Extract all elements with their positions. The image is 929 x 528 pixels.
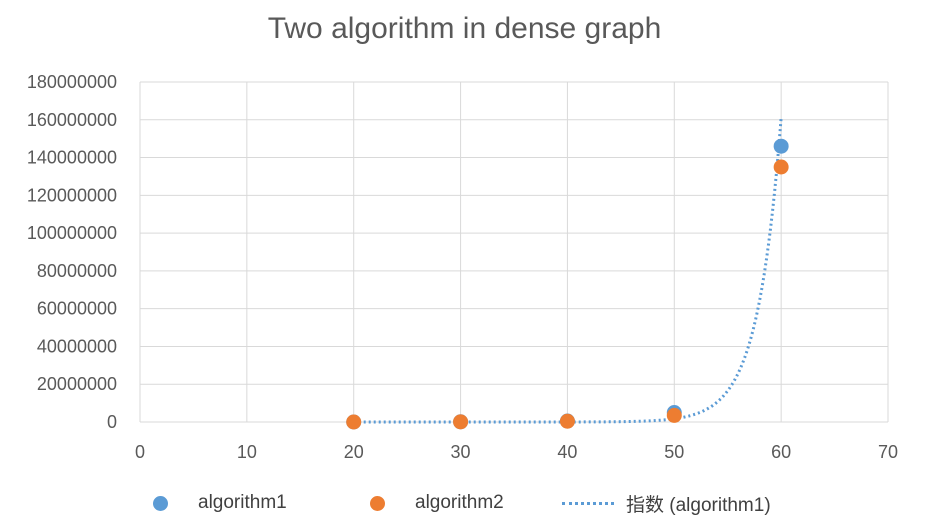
point-algorithm1 (773, 138, 789, 154)
point-algorithm2 (346, 414, 362, 430)
x-tick-label: 10 (237, 442, 257, 462)
x-tick-label: 20 (344, 442, 364, 462)
x-tick-label: 50 (664, 442, 684, 462)
chart-title: Two algorithm in dense graph (267, 12, 662, 45)
legend-label-algorithm2: algorithm2 (415, 492, 504, 513)
legend-marker-trendline (562, 501, 614, 505)
y-tick-label: 40000000 (37, 336, 117, 356)
legend-label-trendline: 指数 (algorithm1) (626, 494, 771, 516)
legend-item-algorithm1: algorithm1 (153, 488, 287, 518)
y-tick-labels: 0 20000000 40000000 60000000 80000000 1000000… (27, 72, 117, 432)
data-points (346, 138, 789, 430)
x-tick-label: 60 (771, 442, 791, 462)
point-algorithm2 (773, 159, 789, 175)
y-tick-label: 0 (107, 412, 117, 432)
legend-label-algorithm1: algorithm1 (198, 492, 287, 513)
x-tick-label: 40 (557, 442, 577, 462)
y-tick-label: 60000000 (37, 299, 117, 319)
y-tick-label: 20000000 (37, 374, 117, 394)
legend-item-algorithm2: algorithm2 (370, 488, 504, 518)
point-algorithm2 (453, 414, 469, 430)
legend-marker-algorithm2 (370, 495, 385, 511)
point-algorithm2 (559, 413, 575, 429)
y-tick-label: 140000000 (27, 148, 117, 168)
gridlines (139, 81, 889, 423)
trendline-group (353, 117, 783, 424)
y-tick-label: 120000000 (27, 185, 117, 205)
trendline (353, 117, 783, 424)
legend-marker-algorithm1 (153, 495, 168, 511)
x-tick-label: 70 (878, 442, 898, 462)
x-tick-label: 30 (451, 442, 471, 462)
y-tick-label: 160000000 (27, 110, 117, 130)
x-tick-label: 0 (135, 442, 145, 462)
legend: algorithm1 algorithm2 指数 (algorithm1) (0, 488, 929, 518)
y-tick-label: 100000000 (27, 223, 117, 243)
point-algorithm2 (666, 407, 682, 423)
y-tick-label: 180000000 (27, 72, 117, 92)
legend-item-trendline: 指数 (algorithm1) (562, 488, 771, 518)
x-tick-labels: 0 10 20 30 40 50 60 70 (135, 442, 898, 462)
y-tick-label: 80000000 (37, 261, 117, 281)
